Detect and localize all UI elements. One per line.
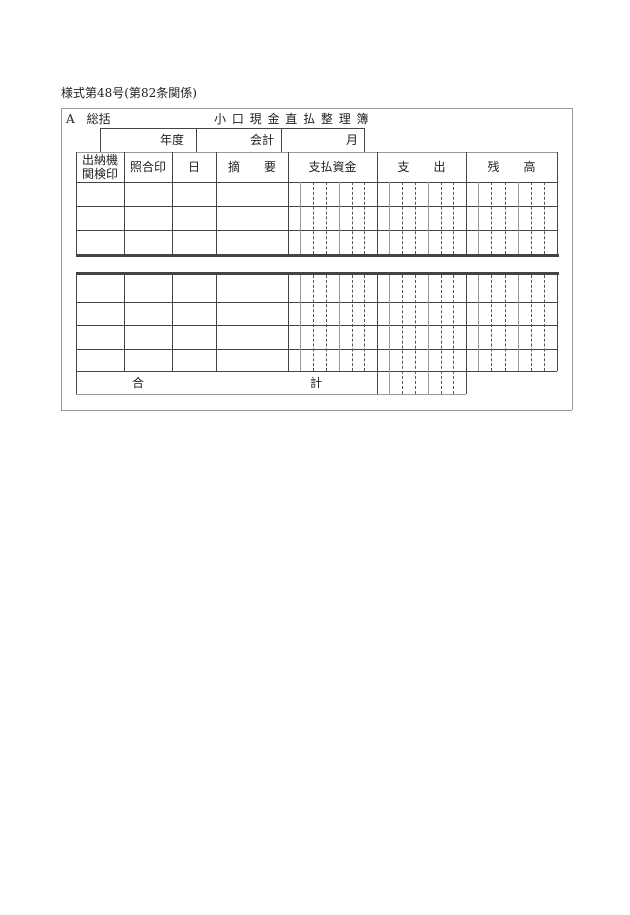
rule-line bbox=[339, 182, 340, 254]
dashed-line bbox=[491, 275, 492, 371]
rule-line bbox=[572, 108, 573, 410]
fiscal-year-label: 年度 bbox=[160, 133, 185, 147]
dashed-line bbox=[505, 182, 506, 254]
dashed-line bbox=[415, 182, 416, 254]
rule-line bbox=[100, 128, 364, 129]
rule-line bbox=[389, 275, 390, 394]
header-check-seal: 照合印 bbox=[129, 160, 166, 174]
rule-line bbox=[76, 371, 77, 394]
rule-line bbox=[216, 152, 217, 254]
form-number: 様式第48号(第82条関係) bbox=[61, 86, 197, 100]
dashed-line bbox=[402, 182, 403, 254]
header-day: 日 bbox=[187, 160, 200, 174]
rule-line bbox=[216, 275, 217, 371]
header-inspection-seal: 出納機 関検印 bbox=[81, 153, 118, 181]
rule-line bbox=[61, 108, 572, 109]
dashed-line bbox=[313, 182, 314, 254]
rule-line bbox=[428, 182, 429, 254]
rule-line bbox=[281, 128, 282, 152]
rule-line bbox=[61, 410, 572, 411]
dashed-line bbox=[352, 182, 353, 254]
rule-line bbox=[76, 152, 77, 254]
dashed-line bbox=[313, 275, 314, 371]
rule-line bbox=[377, 275, 378, 371]
rule-line bbox=[466, 152, 467, 254]
rule-line bbox=[466, 371, 467, 394]
dashed-line bbox=[326, 182, 327, 254]
rule-line bbox=[76, 275, 77, 371]
total-label-left: 合 bbox=[132, 376, 145, 390]
rule-line bbox=[377, 152, 378, 254]
rule-line bbox=[557, 152, 558, 254]
rule-line bbox=[76, 272, 559, 275]
dashed-line bbox=[531, 182, 532, 254]
rule-line bbox=[76, 394, 466, 395]
dashed-line bbox=[352, 275, 353, 371]
account-label: 会計 bbox=[250, 133, 275, 147]
rule-line bbox=[76, 371, 557, 372]
header-summary: 摘 要 bbox=[227, 160, 276, 174]
rule-line bbox=[466, 275, 467, 371]
dashed-line bbox=[544, 275, 545, 371]
rule-line bbox=[76, 254, 559, 257]
header-expenditure: 支 出 bbox=[397, 160, 446, 174]
rule-line bbox=[76, 152, 557, 153]
rule-line bbox=[518, 182, 519, 254]
rule-line bbox=[61, 108, 62, 410]
rule-line bbox=[172, 152, 173, 254]
rule-line bbox=[76, 349, 557, 350]
dashed-line bbox=[531, 275, 532, 371]
rule-line bbox=[196, 128, 197, 152]
dashed-line bbox=[364, 275, 365, 371]
dashed-line bbox=[505, 275, 506, 371]
dashed-line bbox=[415, 275, 416, 394]
rule-line bbox=[76, 230, 557, 231]
rule-line bbox=[428, 275, 429, 394]
rule-line bbox=[478, 275, 479, 371]
rule-line bbox=[478, 182, 479, 254]
rule-line bbox=[76, 206, 557, 207]
rule-line bbox=[288, 275, 289, 371]
rule-line bbox=[377, 371, 378, 394]
rule-line bbox=[389, 182, 390, 254]
rule-line bbox=[76, 325, 557, 326]
header-payment-funds: 支払資金 bbox=[308, 160, 357, 174]
rule-line bbox=[300, 275, 301, 371]
rule-line bbox=[364, 128, 365, 152]
total-label-right: 計 bbox=[310, 376, 323, 390]
month-label: 月 bbox=[346, 133, 359, 147]
dashed-line bbox=[453, 275, 454, 394]
rule-line bbox=[172, 275, 173, 371]
section-label: A 総括 bbox=[66, 112, 111, 126]
rule-line bbox=[100, 128, 101, 152]
dashed-line bbox=[402, 275, 403, 394]
header-balance: 残 高 bbox=[487, 160, 536, 174]
rule-line bbox=[518, 275, 519, 371]
rule-line bbox=[300, 182, 301, 254]
rule-line bbox=[76, 302, 557, 303]
page-title: 小 口 現 金 直 払 整 理 簿 bbox=[214, 112, 370, 126]
dashed-line bbox=[326, 275, 327, 371]
rule-line bbox=[124, 275, 125, 371]
rule-line bbox=[76, 182, 557, 183]
rule-line bbox=[557, 275, 558, 371]
dashed-line bbox=[364, 182, 365, 254]
rule-line bbox=[124, 152, 125, 254]
rule-line bbox=[339, 275, 340, 371]
rule-line bbox=[288, 152, 289, 254]
dashed-line bbox=[491, 182, 492, 254]
dashed-line bbox=[544, 182, 545, 254]
dashed-line bbox=[441, 275, 442, 394]
dashed-line bbox=[441, 182, 442, 254]
dashed-line bbox=[453, 182, 454, 254]
